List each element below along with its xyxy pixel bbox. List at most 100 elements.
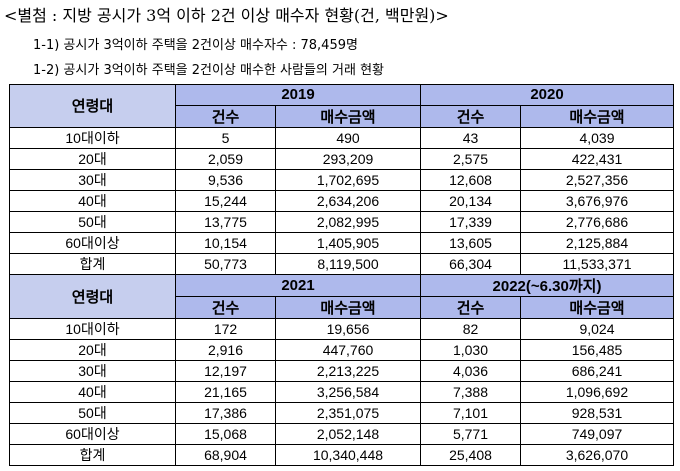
count-cell: 82	[420, 317, 521, 340]
header-year-2019: 2019	[175, 84, 421, 106]
table-row: 40대 15,244 2,634,206 20,134 3,676,976	[9, 189, 674, 212]
header-count: 건수	[175, 104, 276, 128]
header-count: 건수	[420, 295, 521, 319]
age-group-cell: 40대	[9, 380, 176, 403]
age-group-cell: 합계	[9, 443, 176, 466]
table-body: 연령대 2019 2020 건수 매수금액 건수 매수금액 10대이하 5 490 4…	[9, 84, 674, 466]
age-group-cell: 30대	[9, 168, 176, 191]
amount-cell: 2,634,206	[275, 189, 421, 212]
header-row-years-2021-2022: 연령대 2021 2022(~6.30까지)	[9, 273, 674, 319]
amount-cell: 2,052,148	[275, 422, 421, 445]
header-row-years-2019-2020: 연령대 2019 2020	[9, 84, 674, 128]
buyer-stats-table: 연령대 2019 2020 건수 매수금액 건수 매수금액 10대이하 5 490 4…	[9, 84, 674, 466]
table-row: 20대 2,059 293,209 2,575 422,431	[9, 147, 674, 170]
amount-cell: 422,431	[520, 147, 674, 170]
amount-cell: 10,340,448	[275, 443, 421, 466]
count-cell: 12,197	[175, 359, 276, 382]
header-count: 건수	[175, 295, 276, 319]
header-amount: 매수금액	[275, 104, 421, 128]
age-group-cell: 10대이하	[9, 126, 176, 149]
amount-cell: 2,125,884	[520, 231, 674, 254]
header-count: 건수	[420, 104, 521, 128]
header-amount: 매수금액	[275, 295, 421, 319]
count-cell: 25,408	[420, 443, 521, 466]
amount-cell: 11,533,371	[520, 252, 674, 275]
count-cell: 17,386	[175, 401, 276, 424]
table-row: 50대 13,775 2,082,995 17,339 2,776,686	[9, 210, 674, 233]
table-row: 10대이하 172 19,656 82 9,024	[9, 317, 674, 340]
age-group-cell: 20대	[9, 338, 176, 361]
age-group-cell: 10대이하	[9, 317, 176, 340]
amount-cell: 4,039	[520, 126, 674, 149]
count-cell: 43	[420, 126, 521, 149]
count-cell: 21,165	[175, 380, 276, 403]
count-cell: 66,304	[420, 252, 521, 275]
amount-cell: 1,096,692	[520, 380, 674, 403]
amount-cell: 447,760	[275, 338, 421, 361]
count-cell: 17,339	[420, 210, 521, 233]
count-cell: 7,388	[420, 380, 521, 403]
header-amount: 매수금액	[520, 295, 674, 319]
header-age: 연령대	[9, 84, 176, 128]
table-row: 20대 2,916 447,760 1,030 156,485	[9, 338, 674, 361]
table-row: 10대이하 5 490 43 4,039	[9, 126, 674, 149]
header-row-columns: 건수 매수금액 건수 매수금액	[10, 104, 674, 128]
count-cell: 15,244	[175, 189, 276, 212]
amount-cell: 928,531	[520, 401, 674, 424]
age-group-cell: 60대이상	[9, 231, 176, 254]
count-cell: 1,030	[420, 338, 521, 361]
age-group-cell: 40대	[9, 189, 176, 212]
amount-cell: 2,351,075	[275, 401, 421, 424]
count-cell: 20,134	[420, 189, 521, 212]
amount-cell: 19,656	[275, 317, 421, 340]
count-cell: 12,608	[420, 168, 521, 191]
count-cell: 2,575	[420, 147, 521, 170]
count-cell: 172	[175, 317, 276, 340]
amount-cell: 3,676,976	[520, 189, 674, 212]
count-cell: 13,775	[175, 210, 276, 233]
amount-cell: 3,626,070	[520, 443, 674, 466]
header-year-2021: 2021	[175, 273, 421, 297]
count-cell: 2,916	[175, 338, 276, 361]
amount-cell: 2,213,225	[275, 359, 421, 382]
age-group-cell: 30대	[9, 359, 176, 382]
table-row: 50대 17,386 2,351,075 7,101 928,531	[9, 401, 674, 424]
count-cell: 68,904	[175, 443, 276, 466]
amount-cell: 1,702,695	[275, 168, 421, 191]
amount-cell: 293,209	[275, 147, 421, 170]
count-cell: 13,605	[420, 231, 521, 254]
amount-cell: 3,256,584	[275, 380, 421, 403]
header-age: 연령대	[9, 273, 176, 319]
count-cell: 15,068	[175, 422, 276, 445]
amount-cell: 8,119,500	[275, 252, 421, 275]
note-transaction-status: 1-2) 공시가 3억이하 주택을 2건이상 매수한 사람들의 거래 현황	[33, 63, 384, 78]
note-buyer-count: 1-1) 공시가 3억이하 주택을 2건이상 매수자수 : 78,459명	[33, 38, 358, 53]
table-row: 40대 21,165 3,256,584 7,388 1,096,692	[9, 380, 674, 403]
age-group-cell: 20대	[9, 147, 176, 170]
count-cell: 5	[175, 126, 276, 149]
header-year-2022: 2022(~6.30까지)	[420, 273, 674, 297]
count-cell: 9,536	[175, 168, 276, 191]
age-group-cell: 50대	[9, 210, 176, 233]
count-cell: 50,773	[175, 252, 276, 275]
count-cell: 4,036	[420, 359, 521, 382]
age-group-cell: 50대	[9, 401, 176, 424]
table-row: 60대이상 15,068 2,052,148 5,771 749,097	[9, 422, 674, 445]
age-group-cell: 60대이상	[9, 422, 176, 445]
header-amount: 매수금액	[520, 104, 674, 128]
page-title: <별첨 : 지방 공시가 3억 이하 2건 이상 매수자 현황(건, 백만원)>	[4, 6, 449, 25]
amount-cell: 9,024	[520, 317, 674, 340]
table-row: 합계 50,773 8,119,500 66,304 11,533,371	[9, 252, 674, 275]
count-cell: 5,771	[420, 422, 521, 445]
amount-cell: 1,405,905	[275, 231, 421, 254]
header-year-2020: 2020	[420, 84, 674, 106]
amount-cell: 749,097	[520, 422, 674, 445]
table-row: 합계 68,904 10,340,448 25,408 3,626,070	[9, 443, 674, 466]
table-row: 30대 9,536 1,702,695 12,608 2,527,356	[9, 168, 674, 191]
amount-cell: 2,776,686	[520, 210, 674, 233]
age-group-cell: 합계	[9, 252, 176, 275]
amount-cell: 686,241	[520, 359, 674, 382]
amount-cell: 490	[275, 126, 421, 149]
amount-cell: 156,485	[520, 338, 674, 361]
amount-cell: 2,527,356	[520, 168, 674, 191]
